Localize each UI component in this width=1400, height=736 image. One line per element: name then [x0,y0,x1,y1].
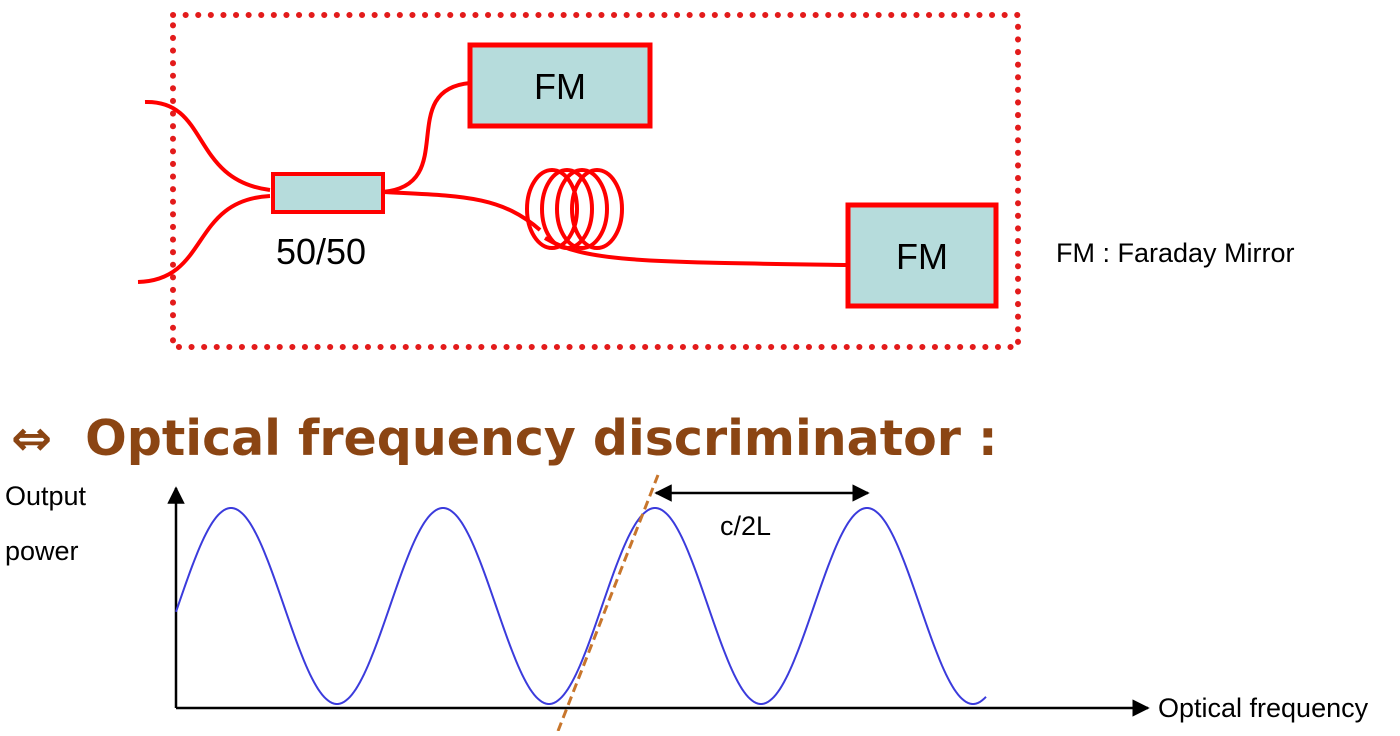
fiber-to-top-mirror [382,81,471,194]
input-fiber-upper [144,99,271,192]
sinusoidal-response-curve [175,507,987,705]
faraday-mirror-legend: FM : Faraday Mirror [1056,238,1295,268]
fiber-coil-to-right-mirror [543,236,849,267]
coupler-label: 50/50 [276,231,366,272]
equivalence-arrow-icon: ⇔ [11,410,52,467]
interferometer-schematic: 50/50 FM FM FM : Faraday Mirror [137,12,1295,350]
transfer-function-plot: Output power Optical frequency c/2L [5,474,1369,732]
faraday-mirror-top-label: FM [534,66,586,107]
x-axis-label: Optical frequency [1158,693,1369,723]
dotted-enclosure [170,12,1021,350]
y-axis-label-line2: power [5,536,79,566]
section-heading: ⇔ Optical frequency discriminator : [11,410,998,467]
slope-tangent-line [556,474,660,732]
faraday-mirror-right [845,202,999,309]
coupler-box [271,172,385,214]
y-axis-label-line1: Output [5,481,87,511]
period-label: c/2L [720,511,771,541]
section-heading-text: Optical frequency discriminator : [85,410,998,467]
fiber-coil-icon [525,168,624,250]
input-fiber-lower [137,194,271,284]
fiber-to-coil [382,190,542,232]
faraday-mirror-top [467,42,653,129]
faraday-mirror-right-label: FM [896,236,948,277]
